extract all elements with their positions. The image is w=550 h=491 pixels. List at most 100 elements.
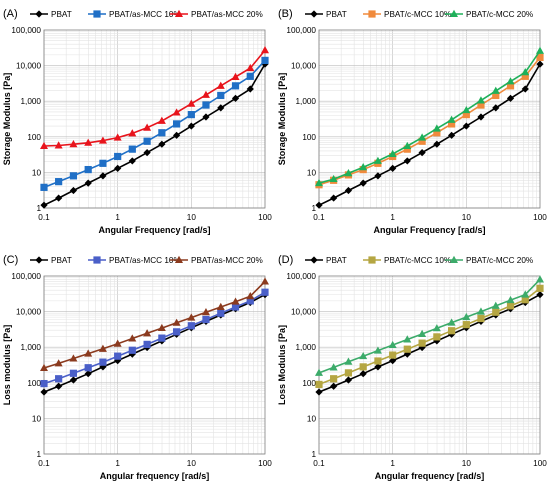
y-tick-label: 1 xyxy=(311,204,316,213)
legend-label: PBAT/as-MCC 20% xyxy=(191,256,263,265)
data-point xyxy=(113,133,122,141)
legend-marker xyxy=(93,10,101,18)
data-point xyxy=(389,351,397,359)
x-tick-label: 1 xyxy=(115,459,120,468)
data-point xyxy=(84,364,92,372)
data-point xyxy=(69,139,78,148)
data-point xyxy=(69,376,78,384)
data-point xyxy=(389,164,397,172)
legend-label: PBAT/as-MCC 20% xyxy=(191,10,263,19)
y-tick-label: 100,000 xyxy=(11,26,41,35)
data-point xyxy=(217,104,225,112)
x-axis-label: Angular frequency [rad/s] xyxy=(375,471,485,481)
series-3 xyxy=(315,275,544,376)
data-point xyxy=(187,111,195,119)
data-point xyxy=(388,149,397,157)
legend-marker xyxy=(175,255,183,263)
data-point xyxy=(462,312,471,321)
x-tick-label: 100 xyxy=(258,213,272,222)
legend-label: PBAT/as-MCC 10% xyxy=(109,10,181,19)
y-tick-label: 100,000 xyxy=(286,272,316,281)
data-point xyxy=(40,183,48,191)
x-tick-label: 0.1 xyxy=(313,459,325,468)
data-point xyxy=(462,111,470,119)
legend-marker xyxy=(310,256,318,264)
data-point xyxy=(521,68,530,76)
data-point xyxy=(54,359,63,367)
data-point xyxy=(506,94,515,102)
data-point xyxy=(506,77,515,85)
data-point xyxy=(330,375,338,383)
grid xyxy=(43,276,265,455)
data-point xyxy=(329,363,338,371)
legend: PBAT PBAT/c-MCC 10% PBAT/c-MCC 20% xyxy=(305,255,533,265)
grid xyxy=(43,30,265,209)
legend-marker xyxy=(450,9,458,17)
legend-marker xyxy=(35,10,43,18)
data-point xyxy=(217,91,225,100)
y-tick-label: 1 xyxy=(36,450,41,459)
data-point xyxy=(201,90,210,98)
data-point xyxy=(315,178,323,187)
data-point xyxy=(521,290,530,298)
data-point xyxy=(448,327,456,335)
series-2 xyxy=(40,288,269,388)
data-point xyxy=(491,301,500,309)
data-point xyxy=(261,288,269,296)
series-2 xyxy=(315,284,544,389)
x-tick-label: 10 xyxy=(462,213,472,222)
data-point xyxy=(201,308,210,316)
legend: PBAT PBAT/c-MCC 10% PBAT/c-MCC 20% xyxy=(305,9,533,19)
data-point xyxy=(315,368,323,376)
plot-frame xyxy=(43,29,266,209)
series-line xyxy=(318,278,541,374)
data-point xyxy=(173,131,181,139)
series-2 xyxy=(40,56,269,191)
data-point xyxy=(418,148,426,157)
plot-frame xyxy=(318,29,541,209)
chart-panel-d: (D) PBAT PBAT/c-MCC 10% PBAT/c-MCC 20%11010… xyxy=(277,254,547,481)
y-tick-label: 1,000 xyxy=(296,97,317,106)
data-point xyxy=(476,307,485,315)
data-point xyxy=(40,388,48,396)
data-point xyxy=(261,46,269,54)
data-point xyxy=(128,129,137,137)
data-point xyxy=(114,164,122,172)
data-point xyxy=(54,141,63,149)
data-point xyxy=(246,63,255,72)
data-point xyxy=(231,82,240,90)
data-point xyxy=(84,349,93,357)
data-point xyxy=(231,72,240,80)
data-point xyxy=(315,388,323,396)
data-point xyxy=(55,194,63,202)
plot-frame xyxy=(318,275,541,455)
x-tick-label: 1 xyxy=(390,213,395,222)
data-point xyxy=(432,324,441,332)
data-point xyxy=(202,101,210,109)
data-point xyxy=(231,303,240,311)
data-point xyxy=(373,156,382,164)
data-point xyxy=(477,314,485,323)
data-point xyxy=(433,129,441,137)
legend-label: PBAT xyxy=(51,10,72,19)
data-point xyxy=(40,379,48,388)
data-point xyxy=(128,334,137,342)
data-point xyxy=(202,315,210,324)
data-point xyxy=(403,335,412,343)
data-point xyxy=(536,275,544,283)
data-point xyxy=(344,186,353,195)
data-point xyxy=(69,186,78,195)
data-point xyxy=(143,329,152,337)
chart-panel-b: (B) PBAT PBAT/c-MCC 10% PBAT/c-MCC 20%11010… xyxy=(277,8,547,235)
y-tick-label: 100 xyxy=(302,379,316,388)
data-point xyxy=(128,346,136,354)
data-point xyxy=(158,334,166,342)
data-point xyxy=(69,369,78,377)
y-axis-label: Storage Modulus [Pa] xyxy=(277,73,287,166)
y-tick-label: 10 xyxy=(32,168,42,177)
data-point xyxy=(261,277,269,285)
legend-label: PBAT xyxy=(326,10,347,19)
legend-label: PBAT/c-MCC 10% xyxy=(384,256,451,265)
y-tick-label: 10,000 xyxy=(16,62,41,71)
legend-label: PBAT/c-MCC 20% xyxy=(466,256,533,265)
